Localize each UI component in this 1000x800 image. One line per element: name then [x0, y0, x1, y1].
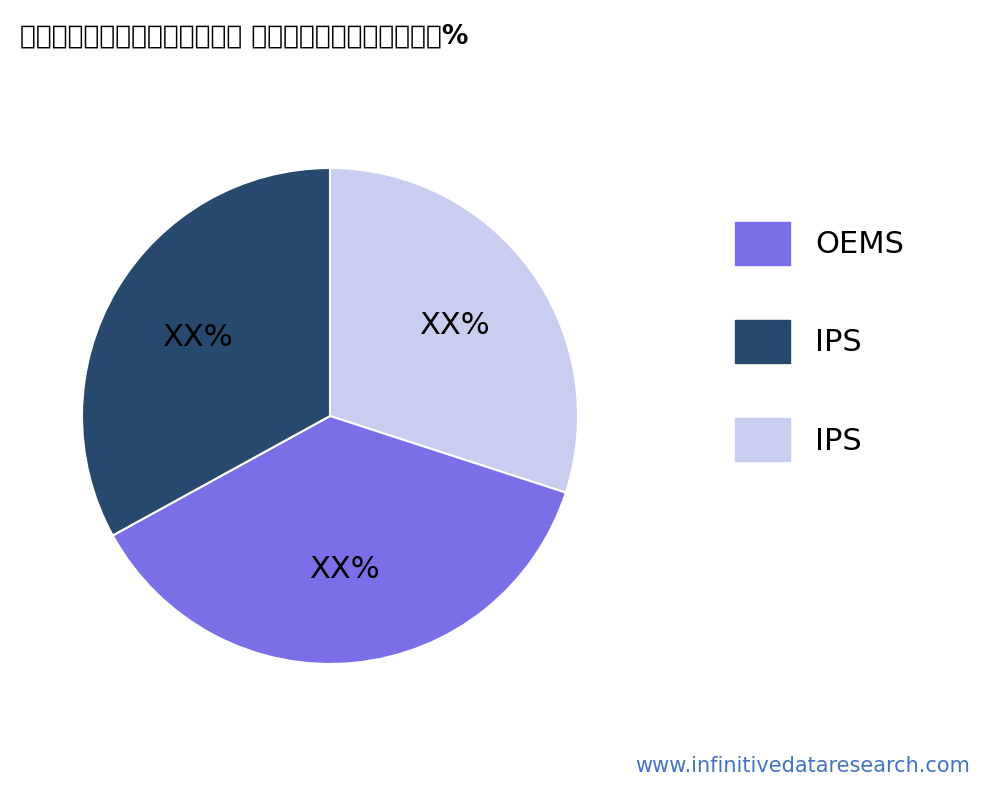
Wedge shape: [82, 168, 330, 535]
Text: XX%: XX%: [419, 311, 490, 340]
Text: 風力エネルギーのメンテナンス アプリケーション別の市場%: 風力エネルギーのメンテナンス アプリケーション別の市場%: [20, 24, 468, 50]
Text: XX%: XX%: [162, 323, 233, 352]
Wedge shape: [113, 416, 566, 664]
Wedge shape: [330, 168, 578, 493]
Legend: OEMS, IPS, IPS: OEMS, IPS, IPS: [705, 191, 934, 492]
Text: XX%: XX%: [309, 554, 380, 583]
Text: www.infinitivedataresearch.com: www.infinitivedataresearch.com: [635, 756, 970, 776]
